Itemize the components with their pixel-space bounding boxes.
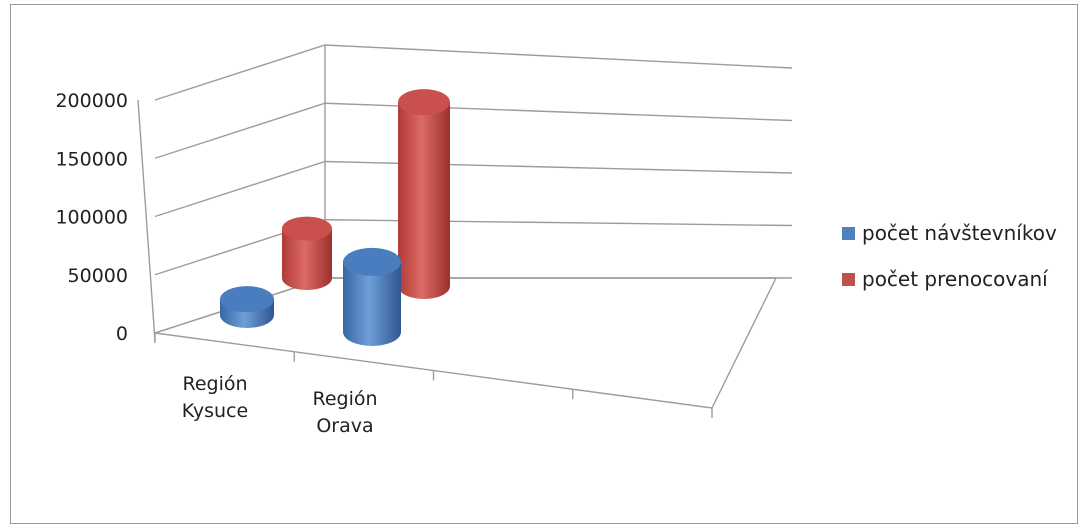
bar-top [220,286,274,313]
bar-body [398,102,450,299]
y-axis-line [137,99,156,342]
x-category-label: Kysuce [182,400,248,422]
bar-orava-prenocovania [398,89,450,299]
bar-top [343,247,401,276]
y-tick-label: 50000 [68,265,128,287]
gridline [154,44,793,101]
legend-swatch [842,227,855,240]
legend-swatch [842,273,855,286]
bar-body [282,228,332,290]
legend-label: počet prenocovaní [862,267,1049,291]
bar-top [282,216,332,241]
axes [137,45,778,418]
y-tick-label: 0 [116,323,128,345]
labels: 0 50000 100000 150000 200000 Región Kysuce Regi… [55,90,377,437]
legend-label: počet návštevníkov [862,221,1057,245]
x-category-label: Orava [316,415,373,437]
bar-kysuce-prenocovania [282,216,332,290]
x-category-label: Región [312,388,377,410]
y-tick-label: 150000 [55,148,128,170]
bar-top [398,89,450,116]
bars [220,89,450,346]
x-category-label: Región [182,373,247,395]
gridline [154,102,793,159]
chart-svg: 0 50000 100000 150000 200000 Región Kysuce Regi… [55,44,1057,437]
gridline [154,160,793,218]
gridline [154,219,793,276]
legend: počet návštevníkov počet prenocovaní [842,221,1057,291]
bar-body [343,261,401,346]
bar-kysuce-navstevnici [220,286,274,328]
y-tick-label: 100000 [55,207,128,229]
bar-orava-navstevnici [343,247,401,346]
y-tick-label: 200000 [55,90,128,112]
